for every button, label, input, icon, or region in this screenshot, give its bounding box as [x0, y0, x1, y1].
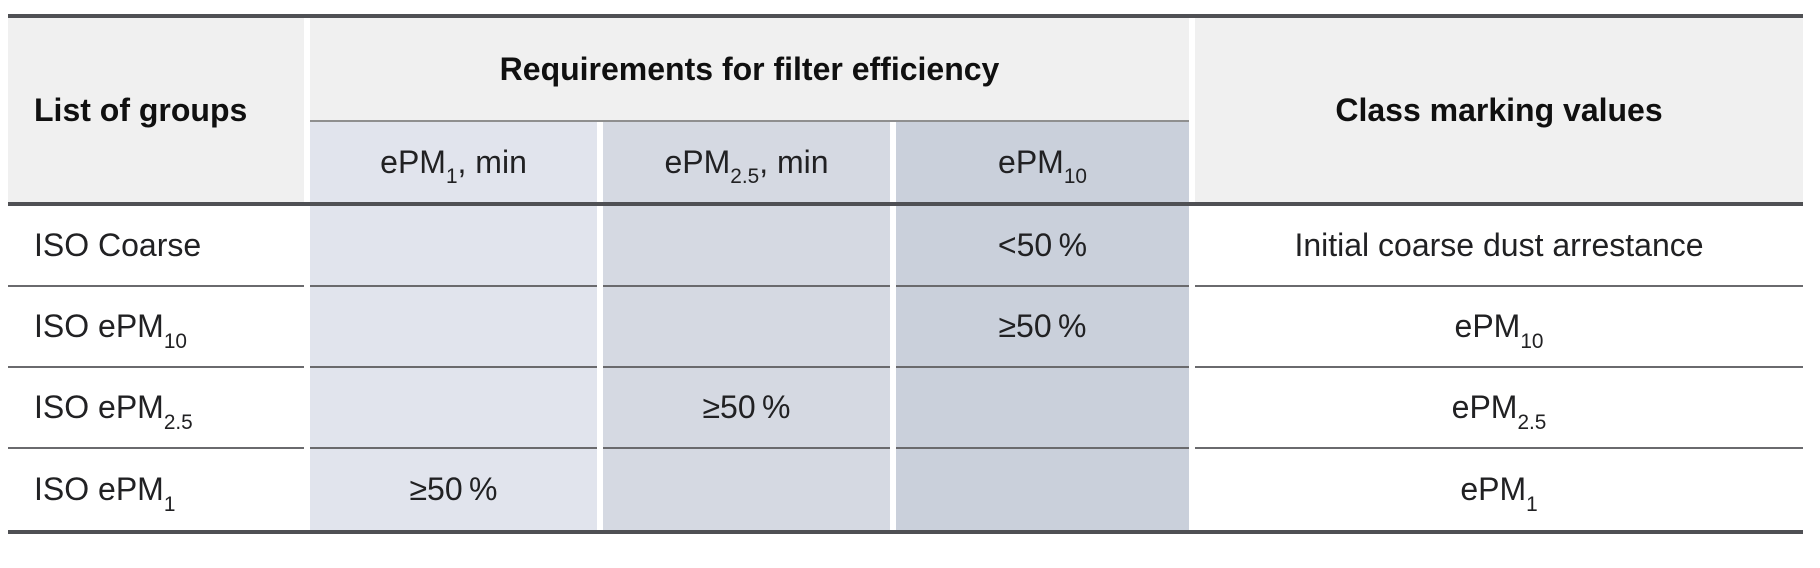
group-cell: ISO Coarse — [8, 206, 304, 287]
table-row-iso-epm1: ISO ePM1 ≥50 % ePM1 — [8, 449, 1803, 530]
epm2-5-min-cell — [603, 287, 890, 368]
class-marking-value: ePM2.5 — [1451, 389, 1547, 434]
epm1-min-cell: ≥50 % — [310, 449, 597, 530]
class-marking-cell: ePM1 — [1195, 449, 1803, 530]
class-marking-value: Initial coarse dust arrestance — [1294, 227, 1704, 263]
header-requirements-label: Requirements for filter efficiency — [499, 50, 1000, 87]
table-row-iso-epm2-5: ISO ePM2.5 ≥50 % ePM2.5 — [8, 368, 1803, 449]
subheader-epm10-label: ePM10 — [998, 143, 1087, 189]
header-body-separator — [8, 202, 1803, 206]
epm10-value: <50 % — [997, 227, 1088, 263]
class-marking-cell: Initial coarse dust arrestance — [1195, 206, 1803, 287]
epm10-value: ≥50 % — [998, 308, 1087, 344]
table-header: List of groups Requirements for filter e… — [8, 18, 1803, 202]
group-cell: ISO ePM1 — [8, 449, 304, 530]
header-class-marking-label: Class marking values — [1335, 91, 1663, 128]
class-marking-value: ePM1 — [1460, 471, 1538, 516]
page: { "table": { "header": { "list_of_groups… — [0, 14, 1820, 568]
group-cell: ISO ePM10 — [8, 287, 304, 368]
header-list-of-groups: List of groups — [8, 18, 304, 202]
epm1-min-cell — [310, 287, 597, 368]
class-marking-cell: ePM10 — [1195, 287, 1803, 368]
epm2-5-min-cell — [603, 206, 890, 287]
header-list-of-groups-label: List of groups — [34, 91, 248, 128]
epm1-min-value: ≥50 % — [409, 471, 498, 507]
epm1-min-cell — [310, 206, 597, 287]
subheader-epm2-5-min-label: ePM2.5, min — [664, 143, 829, 189]
epm2-5-min-cell: ≥50 % — [603, 368, 890, 449]
epm10-cell — [896, 449, 1189, 530]
group-label: ISO ePM1 — [34, 471, 176, 516]
epm1-min-cell — [310, 368, 597, 449]
table-row-iso-epm10: ISO ePM10 ≥50 % ePM10 — [8, 287, 1803, 368]
epm10-cell — [896, 368, 1189, 449]
subheader-divider — [310, 120, 1189, 122]
subheader-epm1-min: ePM1, min — [310, 122, 597, 202]
subheader-epm10: ePM10 — [896, 122, 1189, 202]
epm10-cell: <50 % — [896, 206, 1189, 287]
group-label: ISO Coarse — [34, 227, 202, 263]
header-class-marking-values: Class marking values — [1195, 18, 1803, 202]
class-marking-cell: ePM2.5 — [1195, 368, 1803, 449]
header-requirements-group: Requirements for filter efficiency — [310, 18, 1189, 120]
group-cell: ISO ePM2.5 — [8, 368, 304, 449]
subheader-epm1-min-label: ePM1, min — [380, 143, 527, 189]
epm10-cell: ≥50 % — [896, 287, 1189, 368]
table-bottom-border — [8, 530, 1803, 534]
class-marking-value: ePM10 — [1454, 308, 1544, 353]
filter-classification-table: List of groups Requirements for filter e… — [8, 14, 1803, 534]
group-label: ISO ePM10 — [34, 308, 187, 353]
table-top-border — [8, 14, 1803, 18]
subheader-epm2-5-min: ePM2.5, min — [603, 122, 890, 202]
epm2-5-min-value: ≥50 % — [702, 389, 791, 425]
group-label: ISO ePM2.5 — [34, 389, 193, 434]
epm2-5-min-cell — [603, 449, 890, 530]
table-row-iso-coarse: ISO Coarse <50 % Initial coarse dust arr… — [8, 206, 1803, 287]
